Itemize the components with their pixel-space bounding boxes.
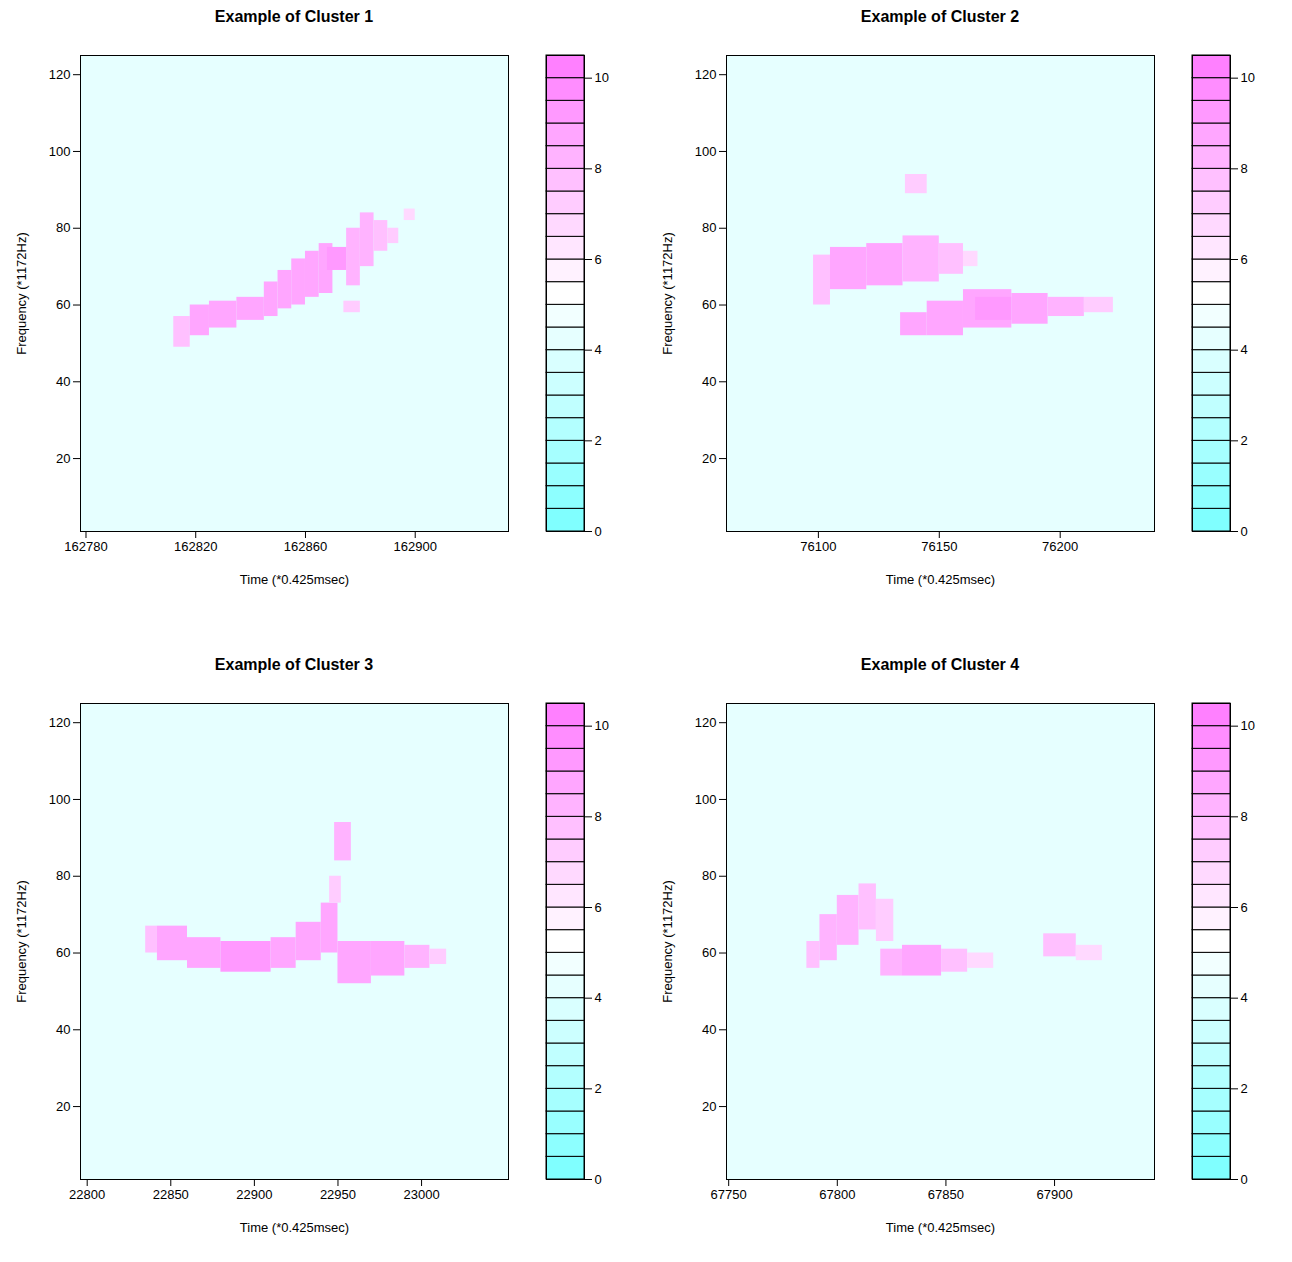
svg-text:76200: 76200 — [1042, 539, 1078, 554]
svg-text:4: 4 — [595, 342, 602, 357]
svg-text:40: 40 — [702, 1022, 716, 1037]
svg-text:100: 100 — [49, 144, 71, 159]
svg-text:67900: 67900 — [1036, 1187, 1072, 1202]
svg-text:Frequency (*1172Hz): Frequency (*1172Hz) — [660, 880, 675, 1003]
svg-text:100: 100 — [695, 144, 717, 159]
svg-text:20: 20 — [702, 451, 716, 466]
svg-text:60: 60 — [702, 297, 716, 312]
svg-text:Frequency (*1172Hz): Frequency (*1172Hz) — [14, 880, 29, 1003]
svg-text:2: 2 — [1241, 433, 1248, 448]
svg-text:4: 4 — [1241, 342, 1248, 357]
svg-text:120: 120 — [49, 67, 71, 82]
svg-text:67850: 67850 — [928, 1187, 964, 1202]
svg-text:2: 2 — [1241, 1081, 1248, 1096]
svg-text:162820: 162820 — [174, 539, 217, 554]
svg-text:20: 20 — [56, 1099, 70, 1114]
svg-text:0: 0 — [595, 524, 602, 539]
svg-text:10: 10 — [1241, 70, 1255, 85]
svg-text:8: 8 — [1241, 161, 1248, 176]
svg-text:76150: 76150 — [921, 539, 957, 554]
svg-text:80: 80 — [56, 220, 70, 235]
svg-text:6: 6 — [595, 252, 602, 267]
svg-text:40: 40 — [56, 1022, 70, 1037]
svg-text:10: 10 — [595, 70, 609, 85]
svg-text:120: 120 — [49, 715, 71, 730]
svg-text:67800: 67800 — [819, 1187, 855, 1202]
svg-text:2: 2 — [595, 433, 602, 448]
svg-text:10: 10 — [595, 718, 609, 733]
svg-text:6: 6 — [1241, 252, 1248, 267]
svg-text:23000: 23000 — [403, 1187, 439, 1202]
svg-text:2: 2 — [595, 1081, 602, 1096]
svg-text:120: 120 — [695, 715, 717, 730]
svg-text:Time (*0.425msec): Time (*0.425msec) — [240, 572, 349, 587]
html-text:Example of Cluster 4: Example of Cluster 4 — [860, 656, 1020, 673]
svg-text:6: 6 — [595, 900, 602, 915]
svg-text:80: 80 — [702, 868, 716, 883]
html-text:Example of Cluster 2: Example of Cluster 2 — [860, 8, 1020, 25]
svg-text:Time (*0.425msec): Time (*0.425msec) — [886, 572, 995, 587]
svg-text:Time (*0.425msec): Time (*0.425msec) — [240, 1220, 349, 1235]
svg-text:0: 0 — [1241, 1172, 1248, 1187]
svg-text:120: 120 — [695, 67, 717, 82]
svg-text:100: 100 — [49, 792, 71, 807]
svg-text:8: 8 — [595, 809, 602, 824]
svg-text:22900: 22900 — [236, 1187, 272, 1202]
svg-text:40: 40 — [702, 374, 716, 389]
svg-text:67750: 67750 — [711, 1187, 747, 1202]
svg-text:76100: 76100 — [800, 539, 836, 554]
svg-text:20: 20 — [702, 1099, 716, 1114]
svg-text:40: 40 — [56, 374, 70, 389]
svg-text:0: 0 — [1241, 524, 1248, 539]
svg-text:80: 80 — [56, 868, 70, 883]
html-text:Example of Cluster 3: Example of Cluster 3 — [214, 656, 374, 673]
svg-text:162860: 162860 — [284, 539, 327, 554]
svg-text:Frequency (*1172Hz): Frequency (*1172Hz) — [14, 232, 29, 355]
svg-text:22950: 22950 — [320, 1187, 356, 1202]
svg-text:Time (*0.425msec): Time (*0.425msec) — [886, 1220, 995, 1235]
svg-text:80: 80 — [702, 220, 716, 235]
svg-text:162900: 162900 — [394, 539, 437, 554]
svg-text:4: 4 — [595, 990, 602, 1005]
svg-text:22850: 22850 — [153, 1187, 189, 1202]
html-text:Example of Cluster 1: Example of Cluster 1 — [214, 8, 374, 25]
svg-text:60: 60 — [56, 297, 70, 312]
svg-text:8: 8 — [1241, 809, 1248, 824]
svg-text:162780: 162780 — [64, 539, 107, 554]
svg-text:60: 60 — [56, 945, 70, 960]
svg-text:10: 10 — [1241, 718, 1255, 733]
svg-text:100: 100 — [695, 792, 717, 807]
svg-text:0: 0 — [595, 1172, 602, 1187]
svg-text:Frequency (*1172Hz): Frequency (*1172Hz) — [660, 232, 675, 355]
svg-text:8: 8 — [595, 161, 602, 176]
svg-text:60: 60 — [702, 945, 716, 960]
svg-text:20: 20 — [56, 451, 70, 466]
svg-text:22800: 22800 — [69, 1187, 105, 1202]
svg-text:6: 6 — [1241, 900, 1248, 915]
svg-text:4: 4 — [1241, 990, 1248, 1005]
